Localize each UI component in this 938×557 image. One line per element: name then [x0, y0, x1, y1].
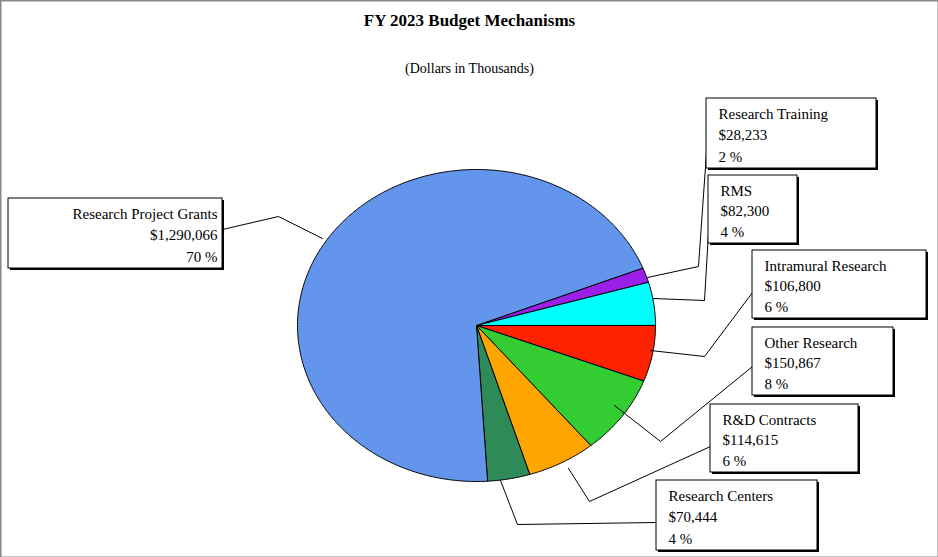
- svg-text:R&D Contracts: R&D Contracts: [723, 412, 817, 428]
- svg-text:(Dollars in Thousands): (Dollars in Thousands): [405, 61, 534, 77]
- svg-text:$70,444: $70,444: [669, 509, 718, 525]
- svg-text:8 %: 8 %: [765, 376, 789, 392]
- svg-text:$28,233: $28,233: [719, 127, 768, 143]
- svg-text:4 %: 4 %: [721, 224, 745, 240]
- svg-text:6 %: 6 %: [723, 453, 747, 469]
- svg-text:$114,615: $114,615: [723, 432, 779, 448]
- svg-text:$82,300: $82,300: [721, 203, 770, 219]
- svg-text:70 %: 70 %: [186, 249, 217, 265]
- svg-text:6 %: 6 %: [765, 299, 789, 315]
- svg-text:Research Project Grants: Research Project Grants: [73, 206, 218, 222]
- svg-text:Research Training: Research Training: [719, 106, 829, 122]
- svg-text:$106,800: $106,800: [765, 278, 821, 294]
- svg-text:Intramural Research: Intramural Research: [765, 258, 888, 274]
- svg-text:RMS: RMS: [721, 183, 753, 199]
- svg-text:4 %: 4 %: [669, 531, 693, 547]
- svg-text:$1,290,066: $1,290,066: [150, 227, 218, 243]
- svg-text:$150,867: $150,867: [765, 355, 822, 371]
- svg-text:FY 2023 Budget Mechanisms: FY 2023 Budget Mechanisms: [364, 11, 576, 30]
- svg-text:Other Research: Other Research: [765, 335, 858, 351]
- svg-text:2 %: 2 %: [719, 149, 743, 165]
- svg-text:Research Centers: Research Centers: [669, 488, 774, 504]
